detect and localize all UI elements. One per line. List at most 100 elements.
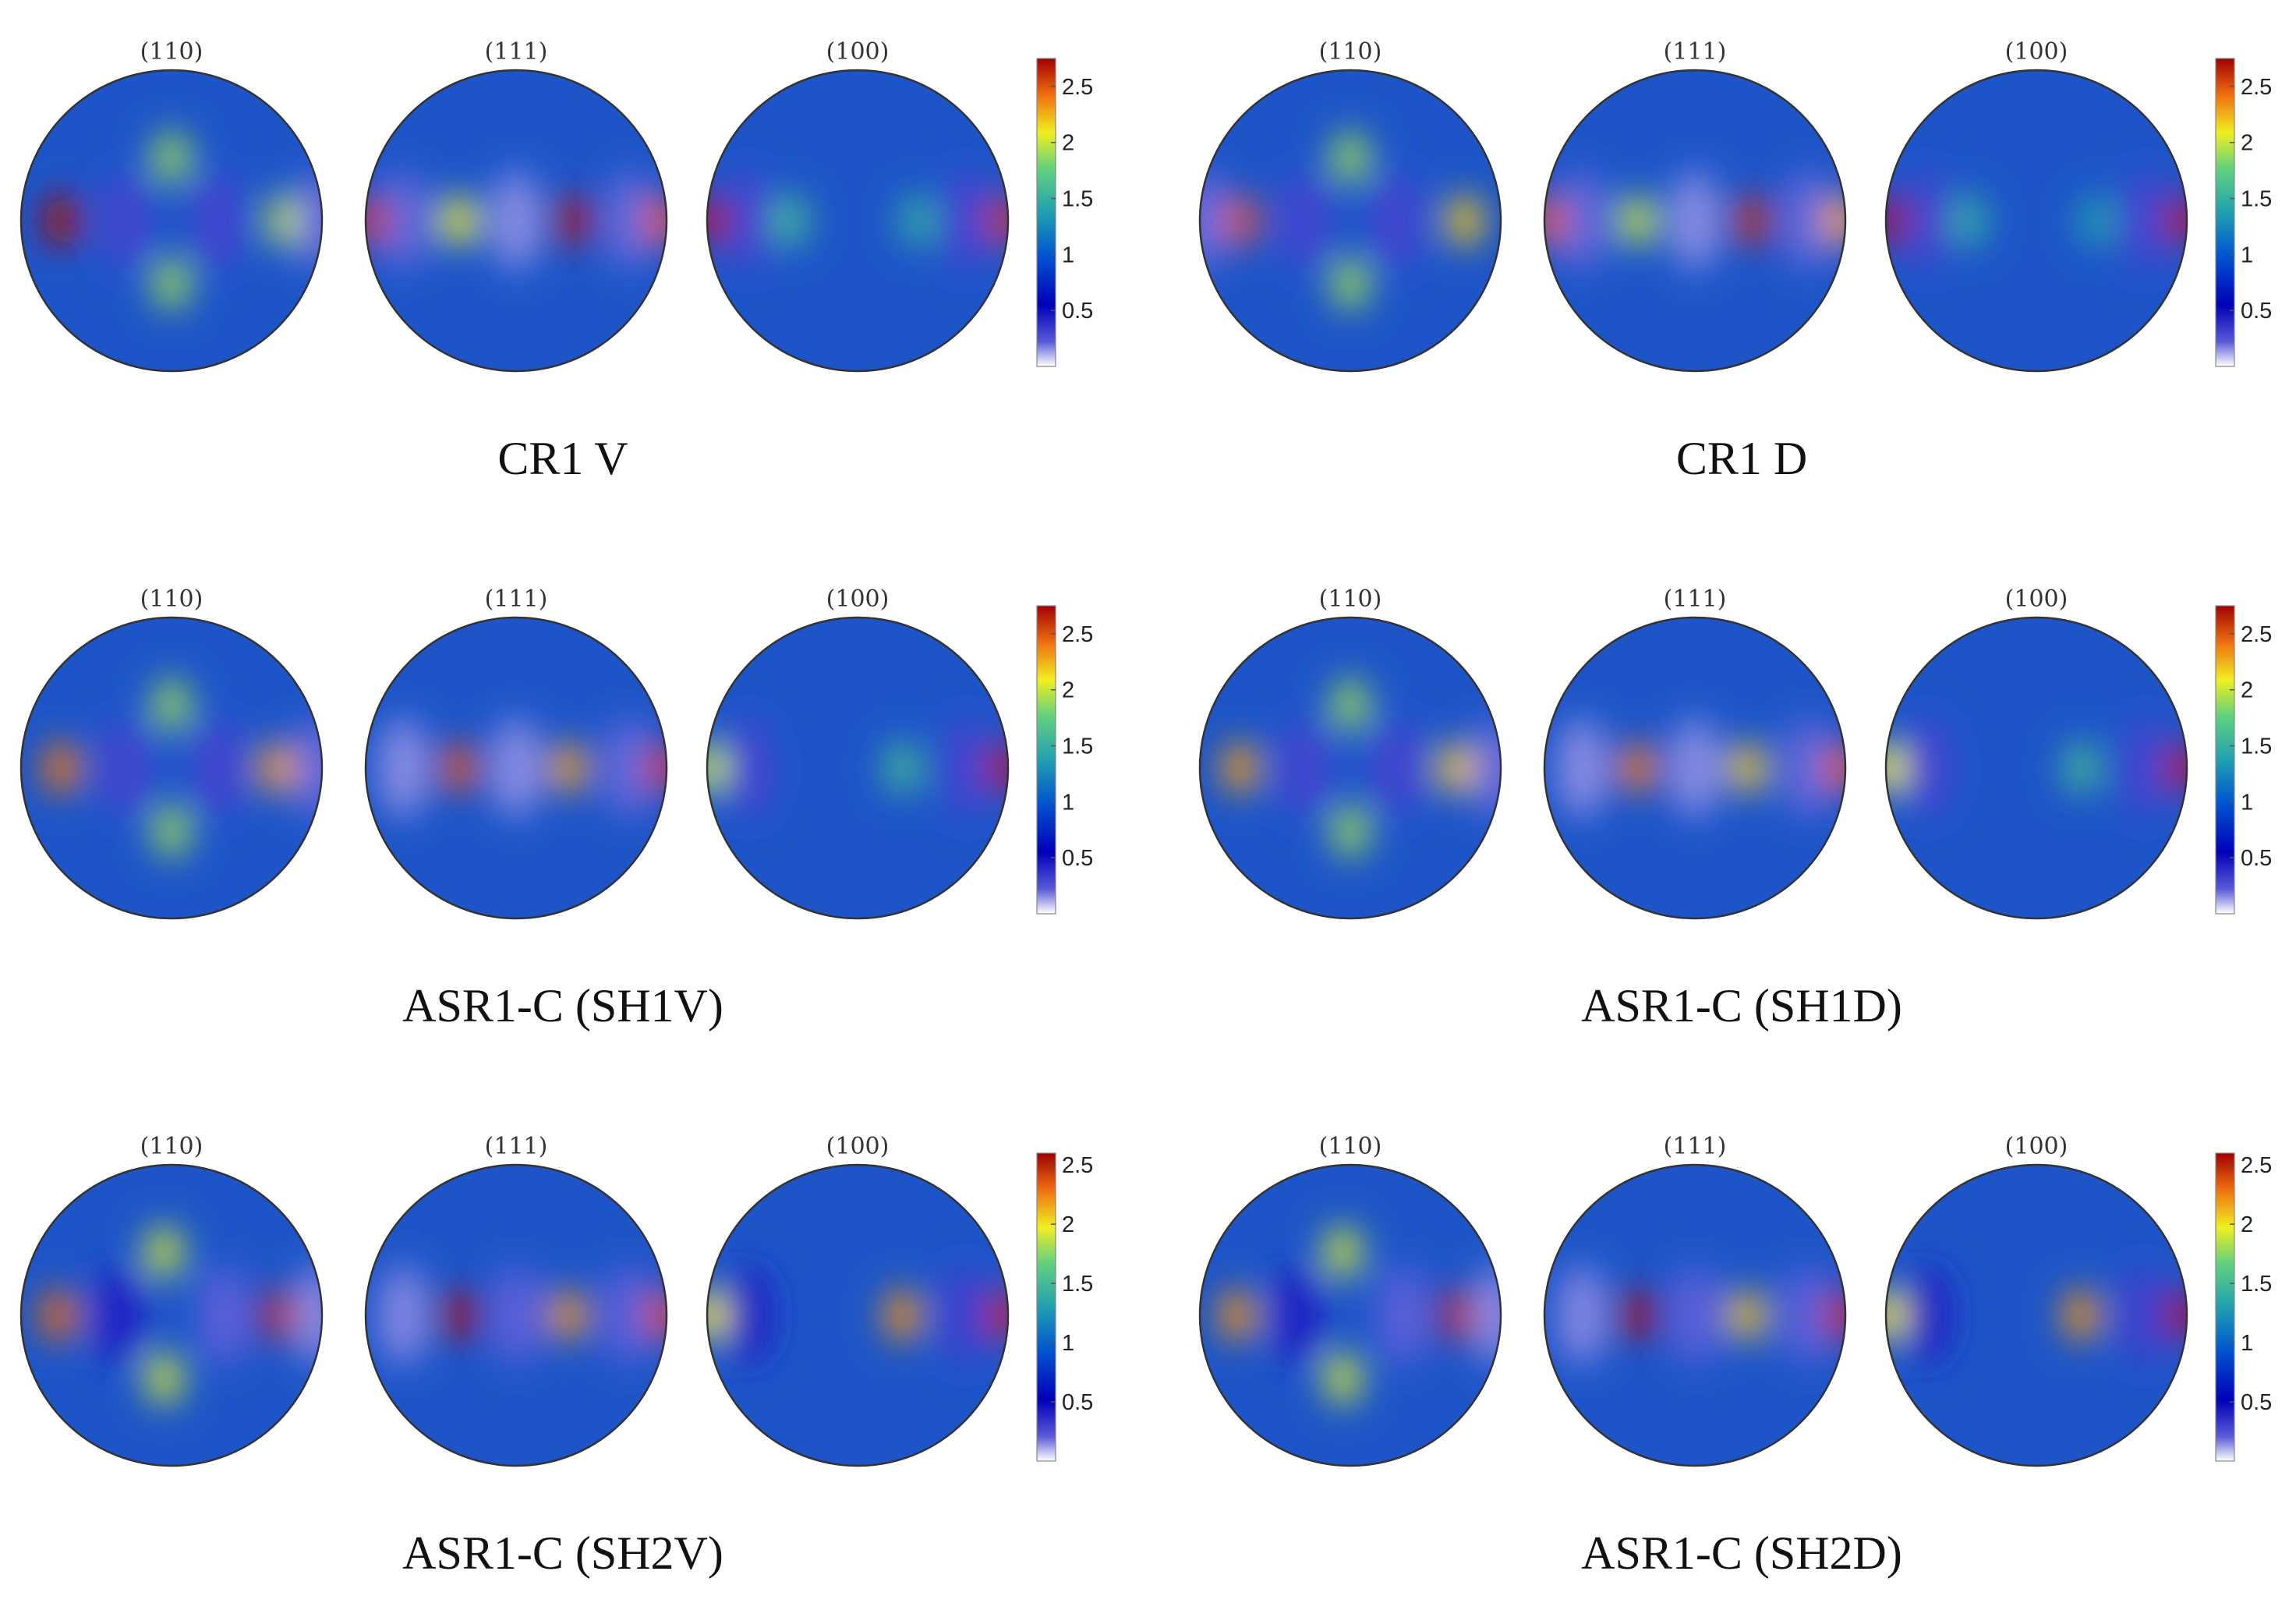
texture-peak — [645, 195, 667, 246]
panel-0: (110) (111) (100) 0.5 1 1.5 2 2.5 CR1 V — [19, 38, 1093, 484]
texture-peak — [379, 171, 428, 271]
texture-peak — [646, 1290, 667, 1341]
pole-figure: (100) — [706, 38, 1010, 373]
pole-figure-outline — [364, 1163, 668, 1467]
texture-peak — [1950, 195, 1987, 246]
pole-figure-outline — [706, 616, 1010, 920]
texture-peak — [884, 742, 922, 794]
pole-figure-label: (111) — [485, 586, 548, 613]
texture-peak — [94, 1265, 143, 1365]
texture-peak — [1558, 1265, 1607, 1365]
texture-peak — [988, 1290, 1008, 1341]
texture-peak — [1273, 1265, 1322, 1365]
pole-figure-background — [707, 617, 1008, 918]
texture-peak — [102, 171, 150, 271]
texture-peak — [942, 718, 990, 818]
pole-figure-outline — [19, 69, 324, 373]
texture-peak — [1332, 258, 1369, 310]
colorbar: 0.5 1 1.5 2 2.5 — [1036, 605, 1093, 915]
texture-peak — [555, 195, 592, 246]
pole-figure-background — [21, 617, 322, 918]
colorbar-tick-label: 2.5 — [2241, 75, 2272, 100]
texture-peak — [379, 718, 428, 818]
colorbar-gradient — [2215, 1152, 2235, 1462]
texture-peak — [2121, 718, 2169, 818]
pole-figure-outline — [1198, 616, 1502, 920]
texture-peak — [379, 1265, 428, 1365]
texture-peak — [1219, 1290, 1256, 1341]
texture-peak — [2167, 742, 2187, 794]
pole-figure-label: (110) — [1319, 1133, 1382, 1160]
texture-peak — [492, 718, 540, 818]
texture-peak — [43, 742, 80, 794]
pole-figure: (100) — [1884, 1133, 2188, 1467]
colorbar: 0.5 1 1.5 2 2.5 — [1036, 58, 1093, 367]
colorbar-tick-label: 1 — [1062, 1331, 1074, 1356]
colorbar-tick-label: 1 — [2241, 242, 2253, 267]
colorbar-gradient — [2215, 58, 2235, 367]
texture-peak — [550, 742, 587, 794]
pole-figure: (111) — [364, 38, 668, 373]
pole-figure-outline — [1198, 69, 1502, 373]
pole-figure: (100) — [1884, 586, 2188, 920]
pole-figure-label: (111) — [1664, 38, 1727, 65]
texture-peak — [1904, 1265, 1952, 1365]
colorbar-gradient — [1036, 58, 1056, 367]
colorbar-tick-label: 1 — [2241, 1331, 2253, 1356]
texture-peak — [1671, 171, 1719, 271]
texture-peak — [2121, 1265, 2169, 1365]
texture-peak — [193, 718, 241, 818]
texture-peak — [725, 1265, 773, 1365]
pole-figure-outline — [1543, 69, 1847, 373]
texture-peak — [1886, 742, 1906, 794]
texture-peak — [604, 171, 653, 271]
panel-caption: ASR1-C (SH1D) — [1581, 980, 1902, 1032]
texture-peak — [2167, 195, 2187, 246]
colorbar-tick-label: 1.5 — [2241, 734, 2272, 759]
pole-figure-outline — [1884, 616, 2188, 920]
pole-figure-label: (100) — [826, 38, 890, 65]
panel-caption: CR1 V — [497, 433, 628, 484]
texture-peak — [1783, 718, 1832, 818]
colorbar-tick-label: 2.5 — [2241, 622, 2272, 647]
colorbar: 0.5 1 1.5 2 2.5 — [2215, 58, 2272, 367]
texture-peak — [1440, 1290, 1477, 1341]
colorbar: 0.5 1 1.5 2 2.5 — [2215, 605, 2272, 915]
texture-peak — [1472, 1265, 1501, 1365]
panel-caption: CR1 D — [1676, 433, 1807, 484]
texture-peak — [942, 171, 990, 271]
texture-peak — [295, 171, 322, 271]
colorbar-gradient — [2215, 605, 2235, 915]
texture-peak — [707, 742, 727, 794]
panel-2: (110) (111) (100) 0.5 1 1.5 2 2.5 ASR1-C (SH1V) — [19, 586, 1093, 1032]
texture-peak — [492, 1265, 540, 1365]
pole-figure-background — [21, 70, 322, 371]
texture-peak — [884, 1290, 922, 1341]
texture-peak — [1325, 1226, 1361, 1278]
pole-figure-outline — [19, 616, 324, 920]
texture-peak — [2167, 1290, 2187, 1341]
colorbar-tick-label: 1 — [1062, 242, 1074, 267]
panel-caption: ASR1-C (SH2V) — [402, 1527, 723, 1579]
texture-peak — [1825, 1290, 1845, 1341]
texture-peak — [146, 1226, 182, 1278]
texture-peak — [1729, 1290, 1766, 1341]
colorbar-tick-label: 2 — [2241, 131, 2253, 156]
colorbar-tick-label: 0.5 — [2241, 1390, 2272, 1415]
texture-peak — [102, 718, 150, 818]
colorbar-tick-label: 1.5 — [2241, 187, 2272, 212]
texture-peak — [293, 1265, 322, 1365]
texture-peak — [988, 195, 1008, 246]
colorbar-gradient — [1036, 605, 1056, 915]
texture-peak — [193, 171, 241, 271]
texture-peak — [1886, 195, 1906, 246]
pole-figure-label: (111) — [485, 1133, 548, 1160]
pole-figure-outline — [364, 69, 668, 373]
pole-figure-label: (110) — [1319, 586, 1382, 613]
texture-peak — [1729, 742, 1766, 794]
colorbar-tick-label: 0.5 — [2241, 846, 2272, 871]
colorbar-tick-label: 1 — [2241, 790, 2253, 815]
panel-caption: ASR1-C (SH1V) — [402, 980, 723, 1032]
panel-3: (110) (111) (100) 0.5 1 1.5 2 2.5 ASR1-C (SH1D) — [1198, 586, 2272, 1032]
pole-figure-background — [1200, 70, 1501, 371]
